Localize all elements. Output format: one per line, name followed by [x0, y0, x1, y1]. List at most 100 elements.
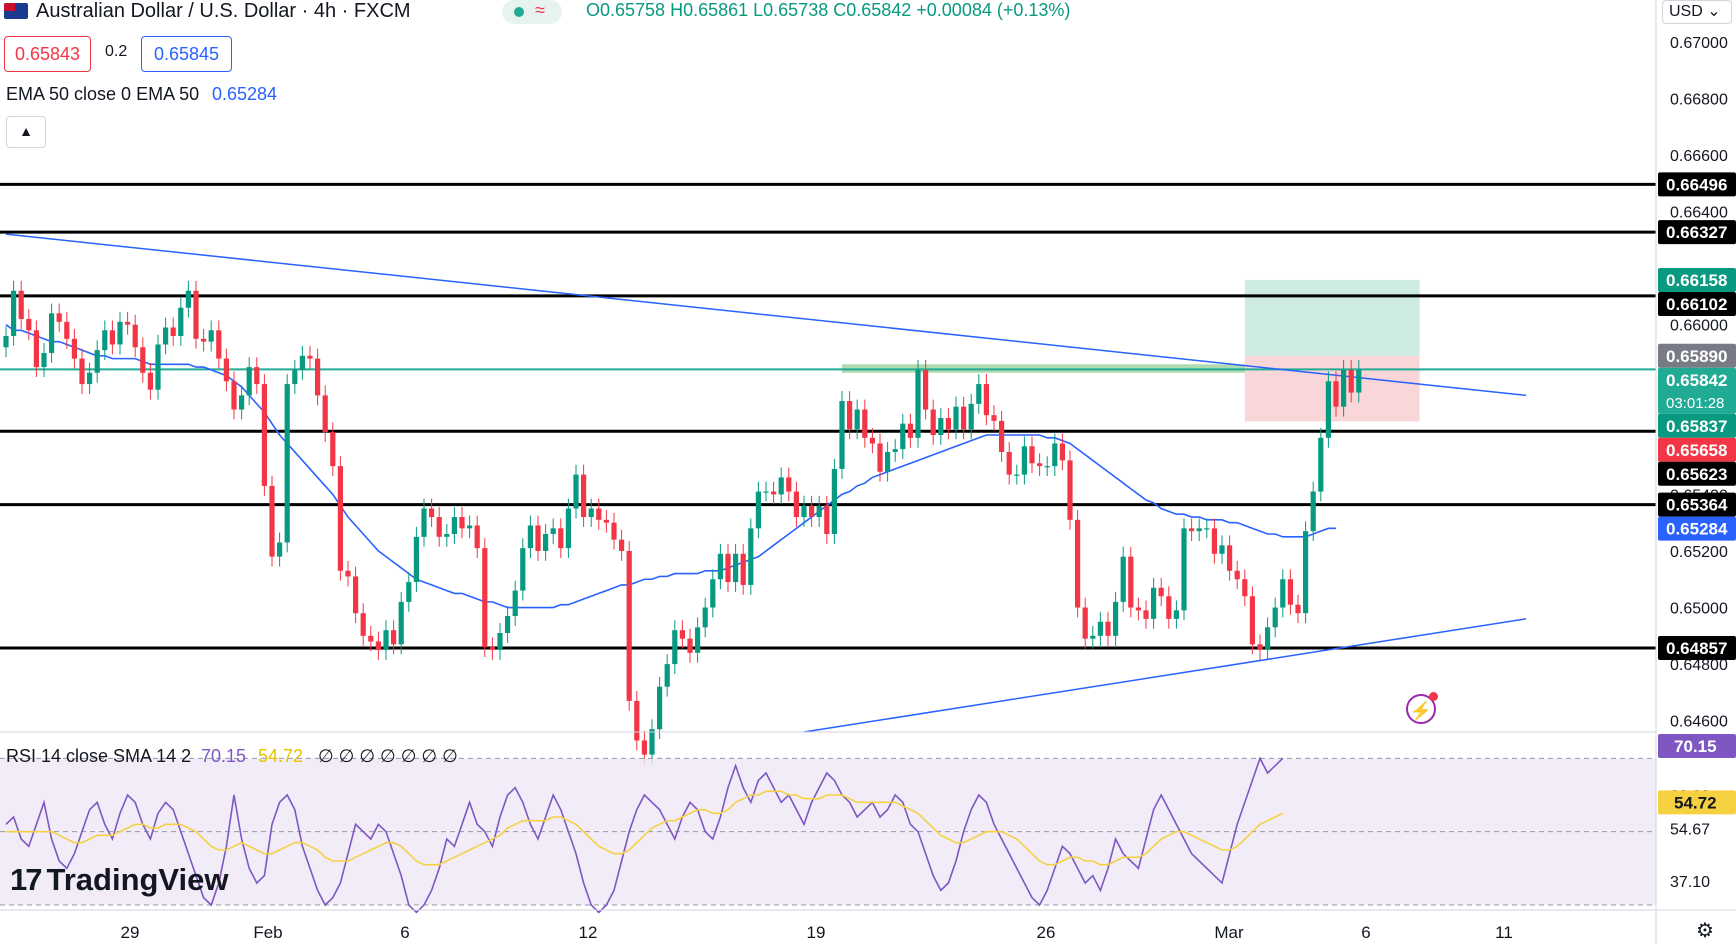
- market-status-button[interactable]: ≈: [502, 0, 562, 24]
- ema-indicator-label[interactable]: EMA 50 close 0 EMA 50: [6, 84, 200, 104]
- candle: [467, 525, 473, 529]
- candle: [1257, 644, 1263, 650]
- candle: [284, 384, 290, 543]
- time-tick-label: 11: [1495, 923, 1513, 942]
- alert-bolt-icon[interactable]: ⚡: [1406, 692, 1438, 724]
- candle: [125, 321, 131, 325]
- rsi-indicator-label[interactable]: RSI 14 close SMA 14 2: [6, 746, 192, 766]
- price-tick-label: 0.64600: [1670, 714, 1728, 731]
- candle: [733, 553, 739, 583]
- candle: [1295, 604, 1301, 614]
- candle: [763, 491, 769, 493]
- price-label-text: 0.65284: [1666, 520, 1728, 539]
- candle: [847, 401, 853, 430]
- rsi-value-badge: [1658, 790, 1736, 815]
- price-label-badge: [1658, 413, 1736, 438]
- candle: [839, 401, 845, 469]
- currency-selector[interactable]: USD ⌄: [1662, 0, 1732, 24]
- price-tick-label: 0.67000: [1670, 35, 1728, 52]
- tradingview-mark-icon: 17: [10, 862, 43, 897]
- candle: [3, 335, 9, 348]
- sell-button[interactable]: 0.65843: [4, 36, 91, 72]
- rsi-sma-line: [6, 790, 1284, 866]
- candle: [1158, 587, 1164, 597]
- candle: [307, 355, 313, 359]
- candle: [771, 491, 777, 495]
- candle: [558, 528, 564, 549]
- candle: [201, 338, 207, 342]
- candle: [786, 477, 792, 492]
- candle: [1196, 528, 1202, 532]
- price-label-badge: [1658, 172, 1736, 197]
- candle: [1280, 579, 1286, 608]
- price-label-badge: [1658, 367, 1736, 414]
- candle: [360, 613, 366, 636]
- candle: [436, 517, 442, 537]
- price-label-badge: [1658, 516, 1736, 541]
- candle: [953, 406, 959, 430]
- candle: [1204, 528, 1210, 530]
- candle: [26, 319, 32, 331]
- time-tick-label: 29: [121, 923, 140, 942]
- candle: [330, 432, 336, 467]
- candle: [1128, 556, 1134, 608]
- candle: [885, 451, 891, 472]
- candle: [451, 517, 457, 534]
- candle: [1348, 369, 1354, 393]
- time-tick-label: 26: [1037, 923, 1056, 942]
- candle: [64, 321, 70, 339]
- spread-value: 0.2: [105, 43, 128, 60]
- candle: [33, 330, 39, 368]
- candle: [1211, 528, 1217, 554]
- candle: [634, 700, 640, 741]
- candle: [581, 474, 587, 518]
- candle: [1135, 607, 1141, 611]
- candle: [368, 635, 374, 642]
- time-tick-label: 6: [400, 923, 409, 942]
- candle: [1075, 519, 1081, 608]
- time-tick-label: Feb: [253, 923, 282, 942]
- buy-button[interactable]: 0.65845: [141, 36, 232, 72]
- candle: [1173, 610, 1179, 619]
- ema-indicator-value: 0.65284: [212, 84, 278, 104]
- candle: [1143, 610, 1149, 619]
- candle: [1166, 596, 1172, 619]
- candle: [976, 384, 982, 404]
- candle: [748, 528, 754, 585]
- candle: [649, 729, 655, 755]
- take-profit-zone: [1244, 279, 1420, 356]
- rsi-tick-label: 54.67: [1670, 822, 1710, 839]
- rsi-value-badge-text: 70.15: [1674, 737, 1717, 756]
- candle: [1151, 587, 1157, 619]
- price-label-text: 0.65842: [1666, 371, 1727, 390]
- candle: [1219, 545, 1225, 554]
- candle: [527, 525, 533, 549]
- candle: [961, 406, 967, 430]
- candle: [626, 550, 632, 701]
- candle: [831, 468, 837, 534]
- candle: [413, 536, 419, 583]
- candle: [1265, 627, 1271, 650]
- tradingview-logo[interactable]: 17 TradingView: [10, 862, 229, 898]
- candle: [923, 369, 929, 410]
- candle: [778, 477, 784, 495]
- tradingview-logo-text: TradingView: [46, 862, 229, 897]
- candle: [565, 508, 571, 549]
- collapse-legend-button[interactable]: ▲: [6, 116, 46, 148]
- symbol-title[interactable]: Australian Dollar / U.S. Dollar · 4h · F…: [36, 0, 411, 22]
- price-tick-label: 0.65000: [1670, 601, 1728, 618]
- price-label-badge: [1658, 437, 1736, 462]
- price-label-badge: [1658, 291, 1736, 316]
- price-label-text: 0.66158: [1666, 271, 1727, 290]
- candle: [816, 505, 822, 518]
- settings-gear-icon[interactable]: ⚙: [1696, 920, 1714, 942]
- candle: [216, 330, 222, 359]
- candle: [1181, 528, 1187, 611]
- rsi-sma-value: 54.72: [258, 746, 304, 766]
- candle: [193, 290, 199, 339]
- price-label-text: 0.66102: [1666, 295, 1727, 314]
- candle: [1227, 545, 1233, 571]
- candle: [208, 330, 214, 342]
- upper-trendline: [5, 233, 1527, 397]
